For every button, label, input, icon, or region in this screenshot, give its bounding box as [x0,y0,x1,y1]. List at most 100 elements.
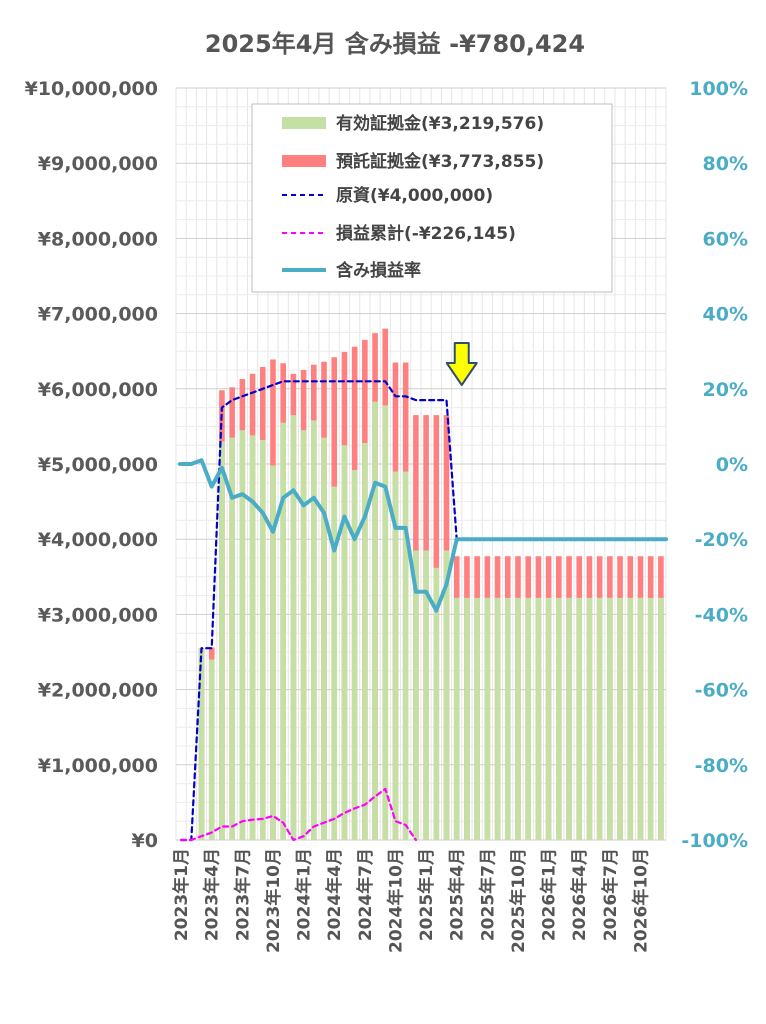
x-axis-tick-label: 2024年1月 [294,848,315,941]
bar-equity [372,401,378,840]
bar-equity [239,430,246,840]
right-axis-tick-label: 40% [703,304,748,326]
lines [178,380,668,842]
bar-equity [198,648,205,840]
bar-equity [504,597,511,840]
bar-equity [270,465,276,840]
x-axis-tick-label: 2023年1月 [171,848,192,941]
legend: 有効証拠金(¥3,219,576) 預託証拠金(¥3,773,855) 原資(¥… [251,103,613,293]
x-axis-tick-label: 2025年10月 [508,848,529,953]
bar-equity [392,471,399,840]
left-axis-tick-label: ¥9,000,000 [38,153,158,175]
x-axis-tick-label: 2026年10月 [630,848,651,953]
bar-equity [627,597,634,840]
left-axis-tick-label: ¥2,000,000 [38,680,158,702]
right-axis-tick-label: -80% [695,755,748,777]
bar-equity [453,597,460,840]
bar-equity [494,597,501,840]
bar-equity [219,441,225,840]
bar-equity [362,442,368,840]
bar-equity [484,597,491,840]
bars-equity [198,401,664,840]
bar-equity [259,439,266,840]
right-axis-tick-label: 100% [689,78,748,100]
x-axis: 2023年1月 2023年4月 2023年7月 2023年10月 2024年1月 2024… [171,848,651,953]
bar-equity [617,597,623,840]
bar-equity [464,597,470,840]
bar-equity [413,550,419,840]
x-axis-tick-label: 2025年1月 [416,848,437,941]
right-axis: -100% -80% -60% -40% -20% 0% 20% 40% 60% 80% 100% [681,78,748,852]
x-axis-tick-label: 2023年4月 [202,848,223,941]
legend-label-rate: 含み損益率 [336,260,421,281]
legend-swatch-equity [282,117,326,129]
bar-equity [647,597,654,840]
x-axis-tick-label: 2024年10月 [385,848,406,953]
x-axis-tick-label: 2023年10月 [263,848,284,953]
bar-equity [290,415,297,840]
bar-equity [607,597,613,840]
bar-equity [351,470,358,840]
left-axis-tick-label: ¥5,000,000 [38,454,158,476]
x-axis-tick-label: 2026年1月 [539,848,560,941]
right-axis-tick-label: -60% [695,680,748,702]
left-axis-tick-label: ¥0 [132,830,158,852]
bar-equity [382,405,389,840]
left-axis-tick-label: ¥3,000,000 [38,604,158,626]
down-arrow-icon [445,342,478,386]
bar-equity [576,597,583,840]
right-axis-tick-label: 60% [703,228,748,250]
x-axis-tick-label: 2023年7月 [232,848,253,941]
marker [445,342,478,386]
right-axis-tick-label: -100% [681,830,748,852]
bar-equity [208,659,215,840]
bar-equity [249,435,256,840]
bar-equity [433,567,440,840]
bar-equity [331,486,338,840]
legend-label-margin: 預託証拠金(¥3,773,855) [336,151,544,172]
bar-equity [474,597,480,840]
bar-equity [556,597,562,840]
left-axis: ¥0 ¥1,000,000 ¥2,000,000 ¥3,000,000 ¥4,000,0… [25,78,158,852]
x-axis-tick-label: 2025年4月 [447,848,468,941]
bar-equity [525,597,531,840]
bar-equity [566,597,572,840]
bar-equity [311,420,317,840]
bar-equity [658,597,664,840]
bar-equity [535,597,542,840]
bar-equity [341,445,348,840]
line-cumulative-pl [180,787,417,842]
x-axis-tick-label: 2024年4月 [324,848,345,941]
right-axis-tick-label: 0% [716,454,748,476]
bar-equity [637,597,644,840]
left-axis-tick-label: ¥1,000,000 [38,755,158,777]
left-axis-tick-label: ¥7,000,000 [38,304,158,326]
line-principal [180,380,458,842]
legend-label-principal: 原資(¥4,000,000) [336,186,493,206]
legend-box [251,103,613,293]
bar-equity [300,430,307,840]
x-axis-tick-label: 2024年7月 [355,848,376,941]
legend-label-equity: 有効証拠金(¥3,219,576) [336,113,544,134]
left-axis-tick-label: ¥6,000,000 [38,379,158,401]
bar-equity [596,597,603,840]
bar-equity [443,550,450,840]
bar-equity [280,422,286,840]
legend-swatch-margin [282,155,326,167]
x-axis-tick-label: 2026年4月 [569,848,590,941]
bar-equity [545,597,552,840]
line-unrealized-rate [178,458,668,613]
bar-equity [321,437,327,840]
chart-title: 2025年4月 含み損益 -¥780,424 [205,30,585,58]
right-axis-tick-label: 20% [703,379,748,401]
right-axis-tick-label: -40% [695,604,748,626]
left-axis-tick-label: ¥8,000,000 [38,228,158,250]
right-axis-tick-label: 80% [703,153,748,175]
bar-equity [423,550,429,840]
x-axis-tick-label: 2026年7月 [600,848,621,941]
left-axis-tick-label: ¥4,000,000 [38,529,158,551]
bar-equity [229,437,235,840]
right-axis-tick-label: -20% [695,529,748,551]
left-axis-tick-label: ¥10,000,000 [25,78,158,100]
